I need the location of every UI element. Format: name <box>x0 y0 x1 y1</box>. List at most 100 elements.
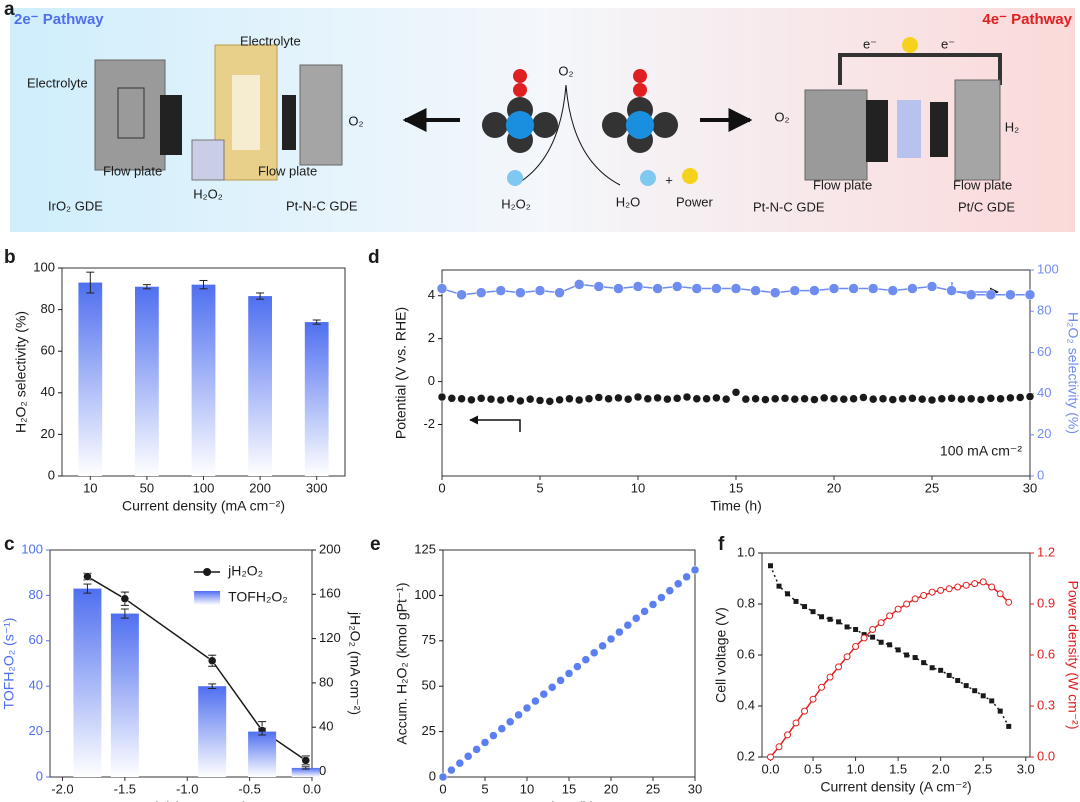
y2-axis-label: Power density (W cm⁻²) <box>1065 581 1080 730</box>
marker <box>606 634 616 644</box>
marker <box>565 394 574 403</box>
y2-tick-label: 0 <box>1037 467 1044 482</box>
diagram-label: Flow plate <box>258 163 317 178</box>
marker <box>640 607 649 616</box>
y2-axis-label: jH₂O₂ (mA cm⁻²) <box>347 611 363 715</box>
flow-plate <box>954 79 1001 181</box>
y-tick-label: 25 <box>422 723 436 738</box>
y-tick-label: 80 <box>29 587 43 602</box>
marker <box>849 394 858 403</box>
marker <box>878 639 884 645</box>
x-tick-label: 2.5 <box>974 761 992 776</box>
marker <box>768 563 774 569</box>
marker <box>954 583 962 591</box>
x-tick-label: 3.0 <box>1017 761 1035 776</box>
marker <box>843 653 851 661</box>
bar <box>304 322 329 476</box>
marker <box>731 388 741 397</box>
diagram-label: Pt/C GDE <box>958 199 1015 214</box>
y2-tick-label: 20 <box>1037 426 1051 441</box>
gde <box>930 102 948 157</box>
x-axis-label: Potential (V vs. RHE) <box>115 799 247 802</box>
y2-tick-label: 0.6 <box>1037 646 1055 661</box>
marker <box>623 394 633 404</box>
y-tick-label: 0.2 <box>737 748 755 763</box>
marker <box>929 665 935 671</box>
marker <box>633 392 643 402</box>
marker <box>207 656 217 665</box>
x-tick-label: 0.5 <box>804 761 822 776</box>
marker <box>895 647 901 653</box>
diagram-label: H₂O₂ <box>501 196 531 211</box>
gde <box>160 95 182 155</box>
y-axis-label: TOFH₂O₂ (s⁻¹) <box>1 618 17 710</box>
marker <box>1015 393 1025 402</box>
panel-a: a 2e⁻ Pathway 4e⁻ Pathway <box>4 0 1075 232</box>
series-line <box>769 565 1010 727</box>
marker <box>793 598 799 604</box>
y-tick-label: 60 <box>29 632 43 647</box>
marker <box>496 395 506 405</box>
diagram-label: IrO₂ GDE <box>48 198 103 213</box>
marker <box>457 394 466 403</box>
x-tick-label: 50 <box>140 480 154 495</box>
marker <box>997 708 1003 714</box>
y2-tick-label: 160 <box>319 586 341 601</box>
bar <box>248 296 272 476</box>
marker <box>730 283 742 294</box>
marker <box>955 678 961 683</box>
reaction-path <box>514 84 621 186</box>
x-tick-label: 10 <box>83 480 97 495</box>
gde <box>866 100 888 162</box>
x-tick-label: 0.0 <box>303 781 321 796</box>
bar <box>198 686 227 777</box>
marker <box>721 394 731 404</box>
y-axis-label: Accum. H₂O₂ (kmol gPt⁻¹) <box>394 582 410 744</box>
x-tick-label: 5 <box>536 480 543 495</box>
marker <box>436 283 448 294</box>
marker <box>663 394 672 404</box>
y-tick-label: 100 <box>33 259 55 274</box>
marker <box>928 588 936 596</box>
legend-swatch <box>194 591 221 605</box>
x-tick-label: 2.0 <box>932 761 950 776</box>
marker <box>437 392 447 402</box>
marker <box>480 738 490 747</box>
plot-frame <box>49 549 313 778</box>
marker <box>852 643 860 650</box>
marker <box>702 394 711 403</box>
catalyst <box>482 69 678 153</box>
y2-tick-label: 80 <box>319 674 333 689</box>
marker <box>917 394 927 404</box>
marker <box>1006 723 1012 729</box>
marker <box>986 394 996 403</box>
marker <box>828 283 840 294</box>
y-tick-label: 60 <box>41 343 55 358</box>
marker <box>908 394 917 403</box>
marker <box>534 285 546 296</box>
marker <box>887 642 893 648</box>
diagram-label: O₂ <box>558 63 573 78</box>
y-tick-label: 50 <box>422 678 436 693</box>
x-axis-label: Current density (A cm⁻²) <box>820 779 971 795</box>
x-tick-label: 100 <box>193 480 215 495</box>
marker <box>947 394 956 403</box>
diagram-label: Pt-N-C GDE <box>753 199 825 214</box>
flow-plate <box>299 64 343 166</box>
marker <box>801 707 809 715</box>
y-axis-label: Potential (V vs. RHE) <box>393 307 409 439</box>
marker <box>996 394 1005 403</box>
bulb <box>682 168 698 184</box>
panel-label: e <box>370 534 381 555</box>
marker <box>836 619 842 625</box>
marker <box>486 394 496 404</box>
marker <box>761 395 770 404</box>
marker <box>515 287 526 298</box>
x-tick-label: -2.0 <box>51 781 73 796</box>
panel-label: c <box>4 534 15 555</box>
marker <box>531 696 540 706</box>
y-tick-label: 2 <box>428 330 435 345</box>
marker <box>980 693 986 699</box>
marker <box>848 283 859 294</box>
wire <box>838 53 1002 85</box>
